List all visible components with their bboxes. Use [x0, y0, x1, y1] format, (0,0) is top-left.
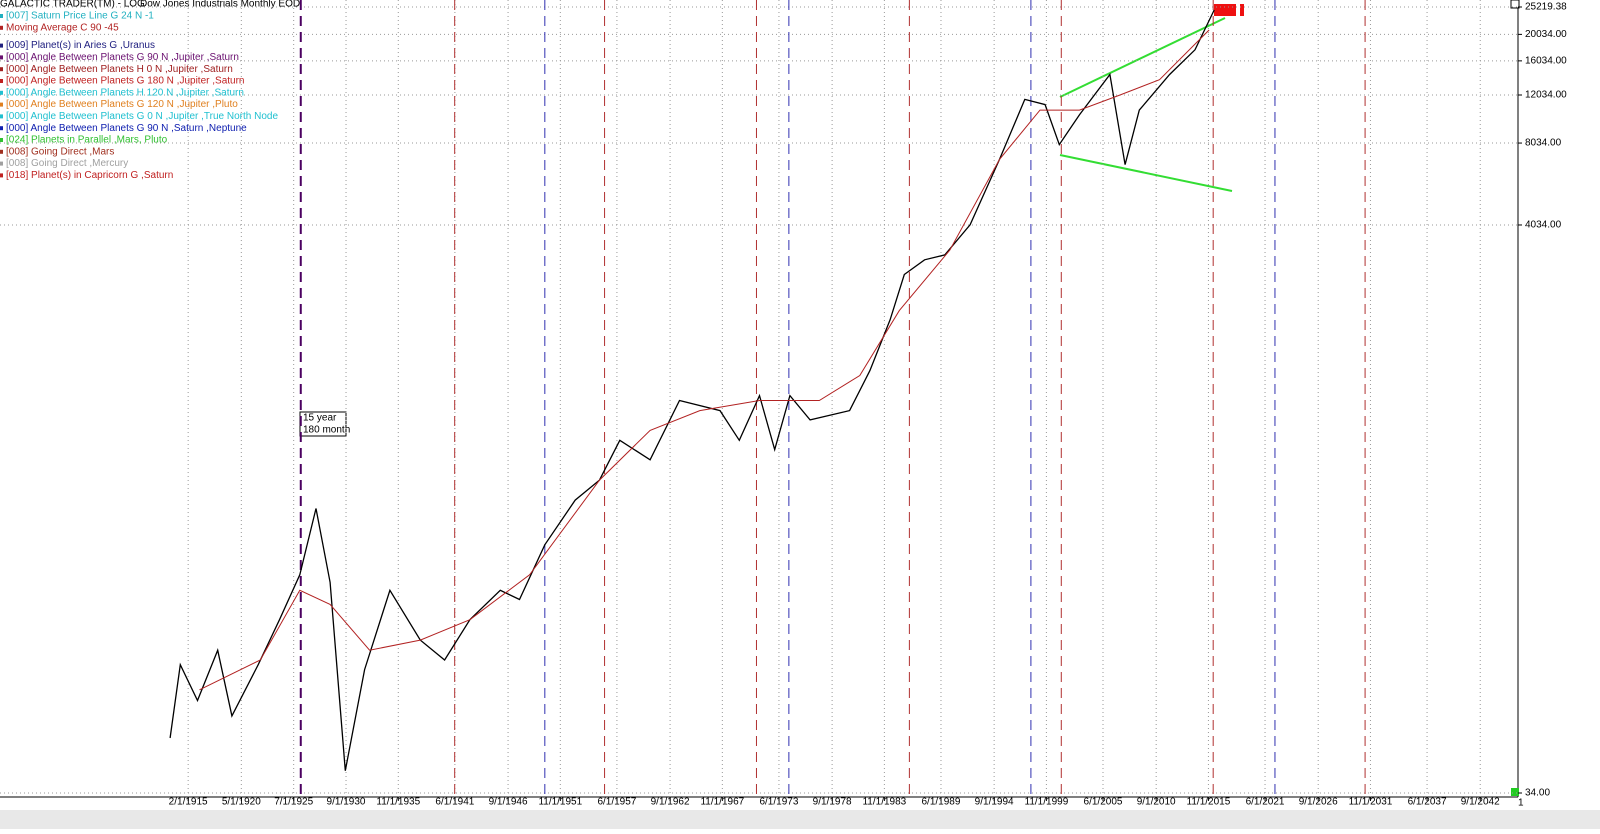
legend-swatch — [0, 79, 3, 83]
y-tick-label: 34.00 — [1525, 788, 1550, 799]
corner-marker — [1511, 788, 1519, 796]
legend-swatch — [0, 14, 3, 18]
trend-line — [1059, 17, 1226, 98]
x-tick-label: 9/1/2010 — [1137, 797, 1176, 808]
x-tick-label: 11/1/1983 — [862, 797, 906, 808]
legend-swatch — [0, 67, 3, 72]
legend-swatch — [0, 90, 3, 95]
y-tick-label: 16034.00 — [1525, 56, 1567, 67]
x-tick-label: 11/1/1999 — [1025, 797, 1069, 808]
x-tick-label: 11/1/2015 — [1187, 797, 1231, 808]
x-tick-label: 6/1/1941 — [435, 797, 474, 808]
legend-entry: [000] Angle Between Planets G 120 N ,Jup… — [6, 99, 238, 110]
legend-swatch — [0, 126, 3, 131]
x-tick-label: 7/1/1925 — [274, 797, 313, 808]
y-tick-label: 8034.00 — [1525, 138, 1562, 149]
x-tick-label: 9/1/1962 — [651, 797, 690, 808]
marker-box — [1240, 4, 1244, 16]
x-tick-label: 9/1/1930 — [327, 797, 366, 808]
x-tick-label: 5/1/1920 — [222, 797, 261, 808]
legend-swatch — [0, 149, 3, 154]
annotation: 180 month — [303, 425, 350, 436]
trend-line — [1059, 154, 1233, 192]
x-tick-label: 9/1/1994 — [975, 797, 1014, 808]
legend-swatch — [0, 55, 3, 60]
legend-entry: [008] Going Direct ,Mars — [6, 146, 114, 157]
x-tick-label: 6/1/1957 — [597, 797, 636, 808]
legend-swatch — [0, 43, 3, 48]
annotation-box — [299, 411, 347, 437]
app-title: GALACTIC TRADER(TM) - LOG — [0, 0, 145, 10]
x-tick-label: 6/1/2021 — [1246, 797, 1285, 808]
x-tick-label: 9/1/1946 — [489, 797, 528, 808]
legend-entry: [000] Angle Between Planets G 90 N ,Jupi… — [6, 52, 239, 63]
x-tick-label: 6/1/2005 — [1084, 797, 1123, 808]
legend-swatch — [0, 138, 3, 142]
legend-entry: [000] Angle Between Planets G 180 N ,Jup… — [6, 76, 244, 87]
y-tick-label: 12034.00 — [1525, 90, 1567, 101]
x-tick-label: 11/1/1967 — [700, 797, 744, 808]
legend-entry: [000] Angle Between Planets G 0 N ,Jupit… — [6, 111, 278, 122]
scrollbar[interactable] — [0, 810, 1600, 829]
corner-label: 1 — [1518, 798, 1524, 809]
legend-swatch — [0, 161, 3, 166]
legend-entry: [008] Going Direct ,Mercury — [6, 158, 128, 169]
series-line — [169, 9, 1215, 771]
legend-swatch — [0, 25, 3, 30]
annotation: 15 year — [303, 413, 337, 424]
series-line — [199, 29, 1210, 691]
x-tick-label: 2/1/1915 — [169, 797, 208, 808]
legend-entry: [007] Saturn Price Line G 24 N -1 — [6, 11, 154, 22]
x-tick-label: 11/1/1951 — [538, 797, 582, 808]
marker-box — [1214, 4, 1236, 16]
legend-swatch — [0, 173, 3, 178]
legend-entry: [009] Planet(s) in Aries G ,Uranus — [6, 40, 155, 51]
y-tick-label: 25219.38 — [1525, 2, 1567, 13]
x-tick-label: 11/1/2031 — [1349, 797, 1393, 808]
x-tick-label: 11/1/1935 — [376, 797, 420, 808]
legend-entry: [000] Angle Between Planets H 120 N ,Jup… — [6, 87, 244, 98]
x-tick-label: 6/1/1973 — [759, 797, 798, 808]
legend-swatch — [0, 114, 3, 119]
legend-entry: [018] Planet(s) in Capricorn G ,Saturn — [6, 170, 173, 181]
legend-entry: [000] Angle Between Planets G 90 N ,Satu… — [6, 123, 247, 134]
legend-entry: Moving Average C 90 -45 — [6, 22, 119, 33]
x-tick-label: 6/1/2037 — [1408, 797, 1447, 808]
legend-swatch — [0, 102, 3, 107]
legend-entry: [000] Angle Between Planets H 0 N ,Jupit… — [6, 64, 233, 75]
x-tick-label: 9/1/1978 — [813, 797, 852, 808]
legend-entry: [024] Planets in Parallel ,Mars, Pluto — [6, 135, 168, 146]
corner-button[interactable] — [1510, 0, 1520, 9]
x-tick-label: 6/1/1989 — [922, 797, 961, 808]
y-tick-label: 4034.00 — [1525, 220, 1562, 231]
x-tick-label: 9/1/2042 — [1461, 797, 1500, 808]
chart-title: Dow Jones Industrials Monthly EOD — [140, 0, 300, 10]
x-tick-label: 9/1/2026 — [1299, 797, 1338, 808]
y-tick-label: 20034.00 — [1525, 29, 1567, 40]
